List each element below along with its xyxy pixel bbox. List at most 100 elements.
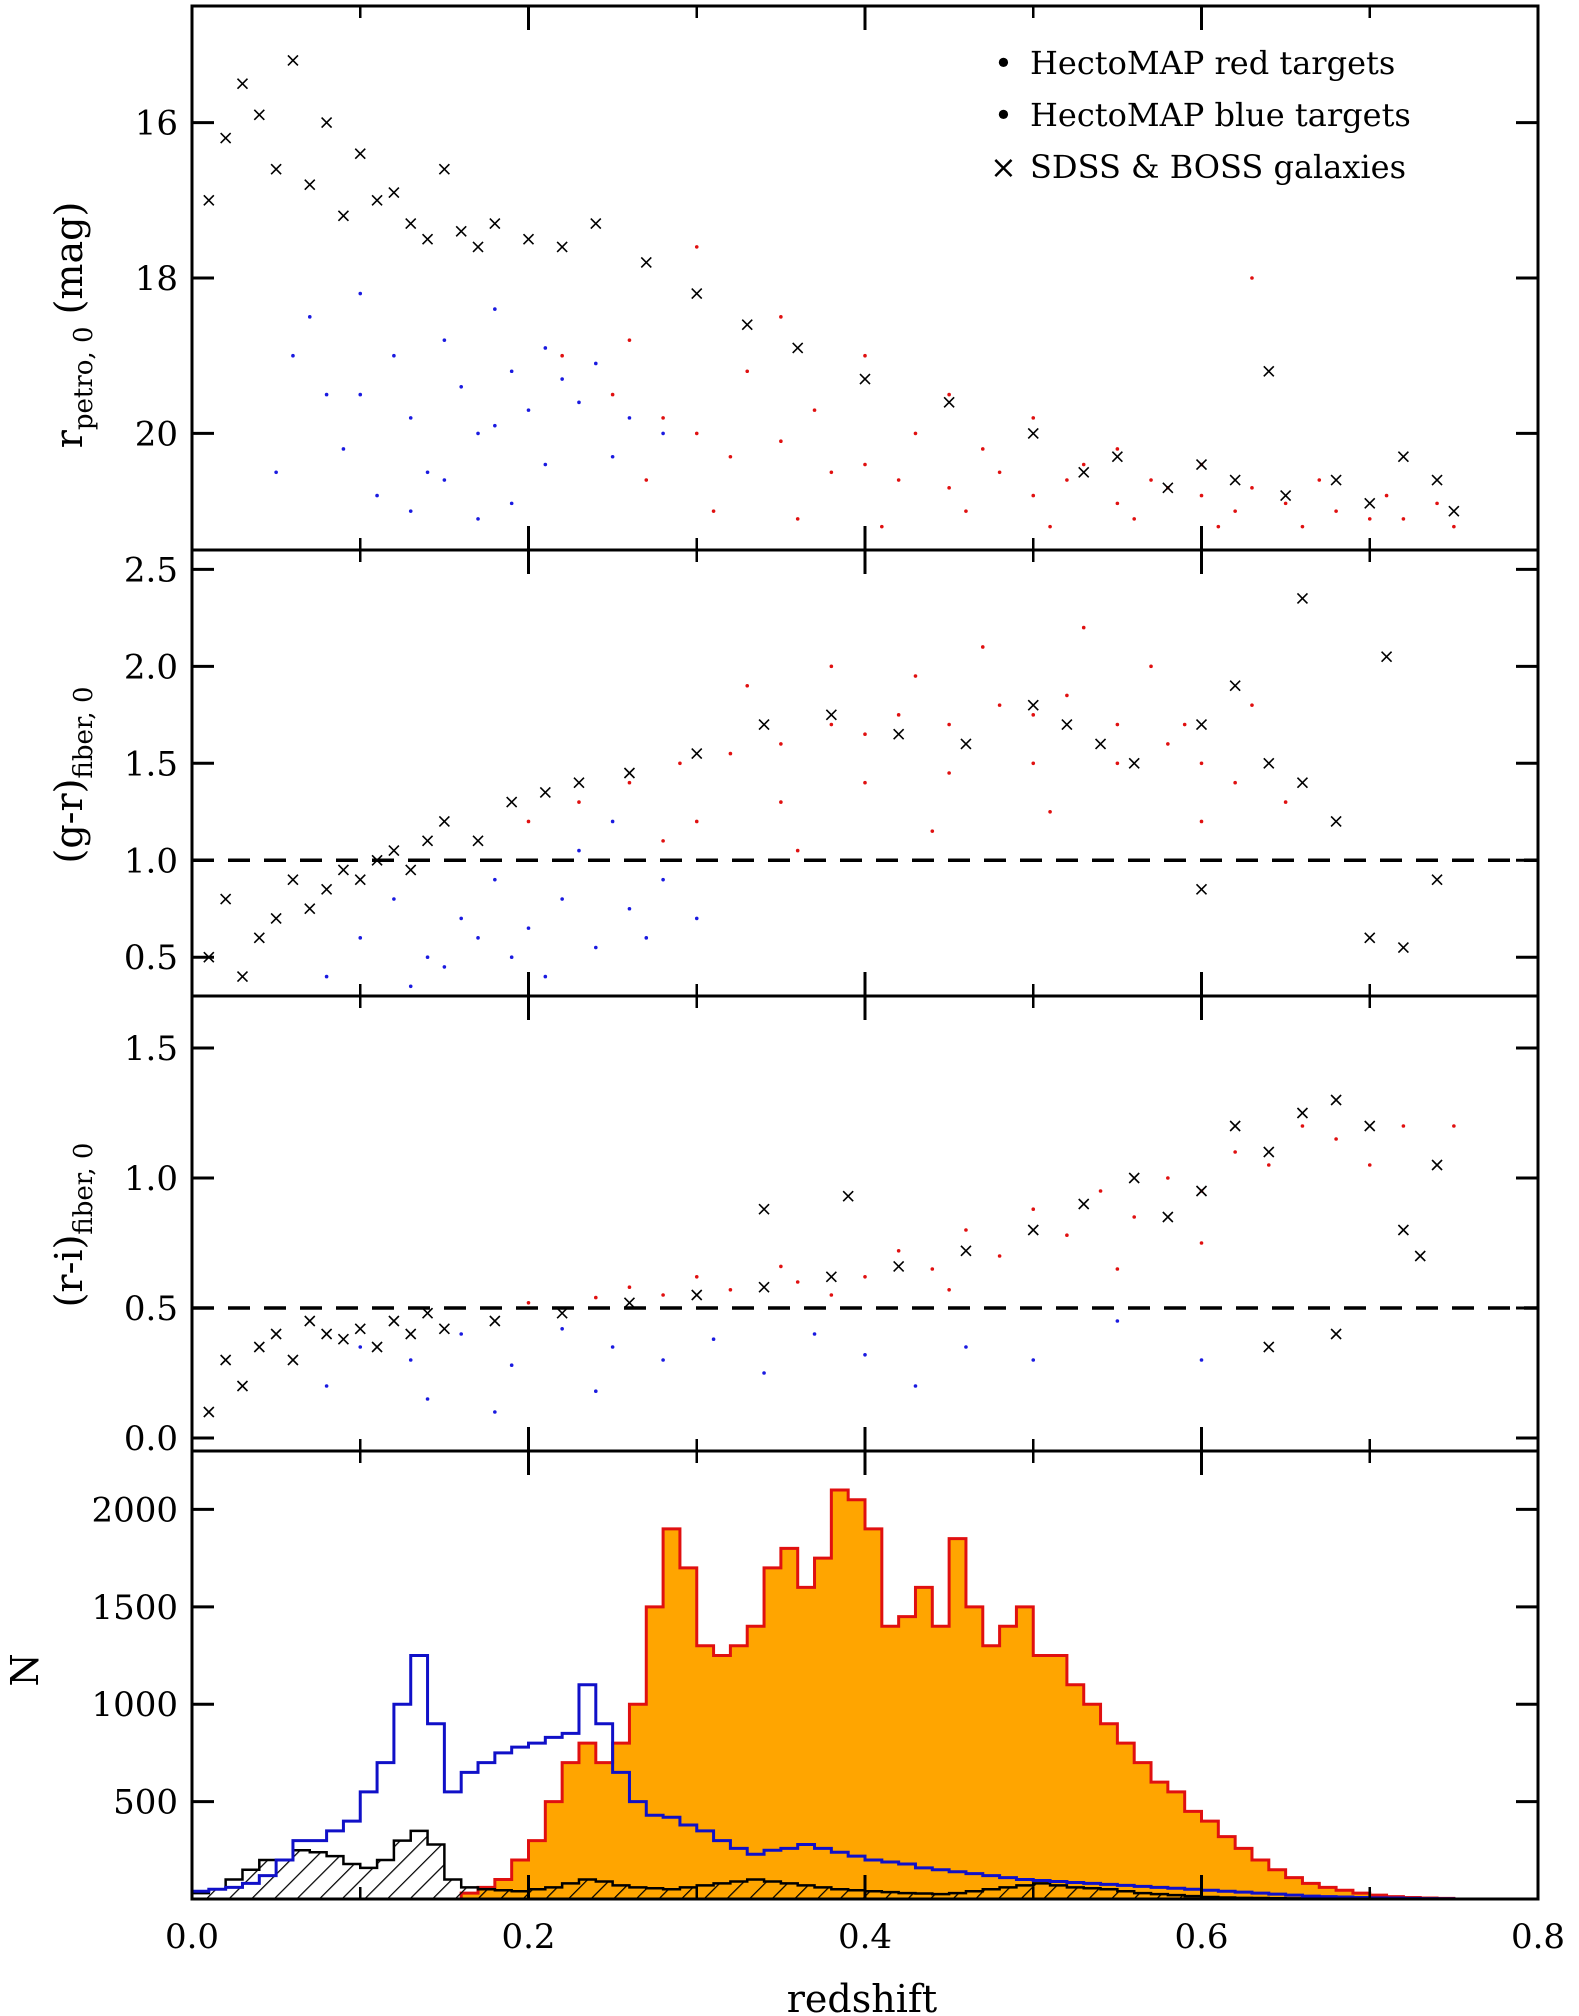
blue-target-point (493, 877, 497, 882)
r-i-y-ticks: 0.0 0.5 1.0 1.5 (124, 1029, 1538, 1459)
sdss-point (1078, 1198, 1090, 1210)
y-tick-label: 500 (113, 1783, 178, 1823)
blue-target-point (661, 431, 665, 436)
red-target-point (997, 1254, 1002, 1258)
sdss-point (253, 109, 265, 121)
red-target-point (577, 800, 581, 804)
magnitude-y-label: rpetro, 0 (mag) (47, 202, 99, 449)
y-tick-label: 16 (135, 104, 178, 144)
histogram-x-ticks: 0.0 0.2 0.4 0.6 0.8 (165, 1917, 1565, 1957)
red-target-point (863, 353, 867, 358)
sdss-point (1195, 458, 1208, 471)
y-tick-label: 1.0 (124, 841, 178, 881)
sdss-point (842, 1190, 854, 1202)
sdss-point (1364, 497, 1376, 509)
red-target-point (1132, 517, 1136, 521)
blue-target-point (358, 1345, 363, 1349)
sdss-point (539, 786, 551, 798)
blue-target-point (1115, 1319, 1120, 1323)
blue-target-point (358, 392, 363, 397)
red-target-point (1250, 703, 1254, 707)
red-target-point (795, 1280, 800, 1284)
sdss-point (421, 233, 434, 245)
red-target-point (863, 462, 867, 467)
g-r-panel: 0.5 1.0 1.5 2.0 2.5 (g-r)fiber, 0 (47, 550, 1538, 989)
sdss-point (1364, 1120, 1376, 1132)
sdss-point (304, 903, 316, 915)
blue-target-point (543, 974, 548, 979)
red-target-point (1031, 713, 1036, 717)
red-target-point (829, 1293, 834, 1297)
sdss-point (1381, 651, 1393, 663)
red-target-point (1300, 1124, 1305, 1128)
blue-target-point (964, 1345, 968, 1349)
red-target-point (1233, 780, 1237, 785)
red-target-point (526, 1301, 531, 1305)
histogram-panel: 500 1000 1500 2000 0.0 0.2 0.4 0.6 0.8 N redshi… (3, 1488, 1565, 2016)
sdss-point (337, 864, 349, 876)
blue-target-point (577, 400, 581, 405)
red-target-point (829, 664, 834, 669)
sdss-point (1195, 1185, 1208, 1197)
red-target-point (1115, 722, 1120, 727)
histogram-y-ticks: 500 1000 1500 2000 (91, 1490, 1538, 1823)
red-target-point (1031, 761, 1036, 766)
sdss-point (556, 241, 568, 253)
red-target-point (644, 478, 649, 482)
sdss-point (388, 844, 400, 857)
sdss-point (220, 132, 232, 144)
blue-target-point (594, 361, 598, 366)
red-target-point (1283, 501, 1288, 506)
red-target-point (728, 1288, 733, 1292)
sdss-point (640, 256, 652, 269)
sdss-point (1296, 592, 1309, 605)
red-target-point (745, 683, 750, 688)
blue-target-point (610, 1345, 615, 1349)
blue-target-point (863, 1353, 867, 1357)
red-target-point (661, 839, 665, 843)
red-target-point (947, 1288, 951, 1292)
red-target-point (829, 722, 834, 727)
sdss-point (590, 218, 602, 230)
y-tick-label: 1000 (91, 1685, 178, 1725)
sdss-point (489, 218, 501, 230)
blue-target-point (509, 501, 514, 506)
red-target-point (694, 245, 699, 249)
x-tick-label: 0.8 (1511, 1917, 1565, 1957)
red-target-point (661, 416, 665, 420)
blue-target-point (577, 848, 581, 853)
red-target-point (913, 674, 918, 678)
sdss-point (623, 767, 636, 779)
sdss-point (1431, 474, 1443, 486)
sdss-point (270, 912, 282, 925)
sdss-point (556, 1307, 568, 1319)
red-target-point (1115, 447, 1120, 451)
blue-target-point (594, 1389, 598, 1393)
sdss-point (405, 1328, 417, 1340)
sdss-point (1229, 474, 1241, 486)
red-target-point (1031, 493, 1036, 498)
sdss-point (1128, 1172, 1140, 1184)
blue-target-point (560, 377, 564, 381)
red-target-point (896, 478, 901, 482)
sdss-point (1330, 815, 1342, 828)
red-target-point (610, 392, 615, 397)
red-target-point (779, 439, 783, 444)
legend-sdss-label: SDSS & BOSS galaxies (1030, 148, 1406, 186)
sdss-point (472, 241, 484, 253)
red-target-point (594, 1295, 598, 1300)
sdss-point (304, 179, 316, 191)
red-target-point (1367, 517, 1372, 521)
blue-target-point (442, 338, 447, 342)
blue-target-point (408, 416, 413, 420)
sdss-point (506, 796, 518, 808)
red-target-point (1199, 761, 1204, 766)
red-target-point (1098, 1189, 1103, 1193)
blue-target-point (594, 945, 598, 950)
y-tick-label: 0.5 (124, 938, 178, 978)
red-target-point (1199, 493, 1204, 498)
magnitude-points (203, 54, 1460, 529)
sdss-point (270, 163, 282, 175)
red-target-point (745, 369, 750, 374)
